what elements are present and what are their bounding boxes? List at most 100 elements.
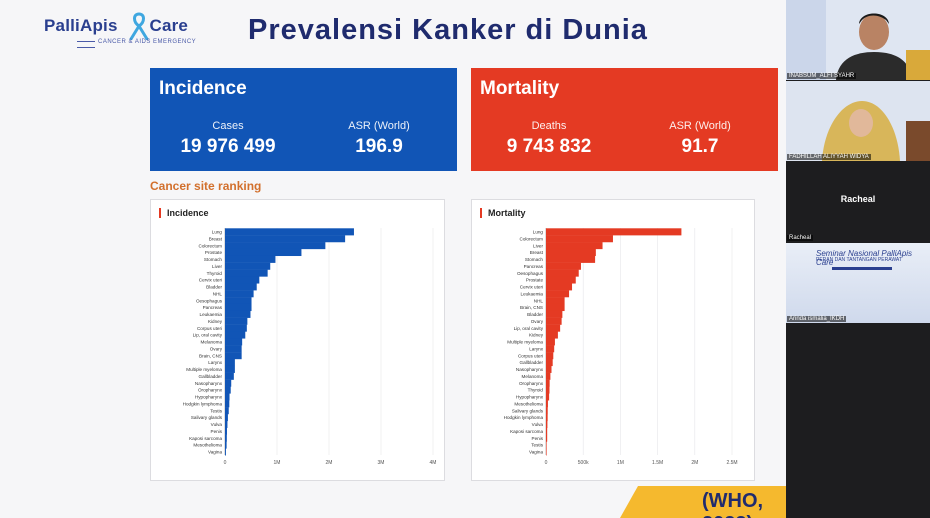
category-label: Leukaemia (200, 312, 223, 317)
bar (225, 242, 326, 250)
bar (546, 262, 581, 270)
participant-video-1 (786, 0, 930, 80)
bar (225, 427, 227, 435)
category-label: Multiple myeloma (186, 367, 222, 372)
awareness-ribbon-icon (129, 12, 149, 40)
bar (546, 276, 576, 284)
mortality-deaths-stat: Deaths 9 743 832 (474, 120, 624, 158)
bar (546, 386, 550, 394)
participant-name-4: Arinda ismalia_IKDH (787, 316, 847, 322)
slide-title: Prevalensi Kanker di Dunia (248, 14, 648, 46)
x-tick-label: 0 (224, 460, 227, 466)
mortality-asr-value: 91.7 (681, 136, 719, 157)
category-label: Testis (210, 408, 222, 413)
bar (225, 441, 227, 449)
bar (546, 324, 561, 332)
bar (225, 372, 234, 380)
category-label: Gallbladder (199, 374, 223, 379)
category-label: Prostate (205, 250, 223, 255)
category-label: Larynx (208, 360, 222, 365)
category-label: NHL (534, 298, 544, 303)
bar (225, 400, 230, 408)
participant-panel: INABSUM_ALFI SYAHR FADHILLAH ALIYYAH WID… (786, 0, 930, 518)
category-label: Colorectum (199, 243, 223, 248)
participant-tile-2[interactable]: FADHILLAH ALIYYAH WIDYA (786, 81, 930, 161)
bar (225, 345, 242, 353)
category-label: Ovary (531, 319, 544, 324)
x-tick-label: 4M (430, 460, 437, 466)
category-label: Hodgkin lymphoma (504, 415, 544, 420)
bar (546, 338, 555, 346)
mortality-summary-card: Mortality Deaths 9 743 832 ASR (World) 9… (471, 68, 778, 171)
bar (546, 331, 558, 339)
x-tick-label: 1.5M (652, 460, 663, 466)
palliapis-logo: PalliApis Care CANCER & AIDS EMERGENCY (44, 10, 204, 52)
category-label: Kaposi sarcoma (510, 429, 543, 434)
category-label: Multiple myeloma (507, 340, 543, 345)
bar (225, 276, 260, 284)
category-label: Thyroid (528, 388, 544, 393)
category-label: Mesothelioma (514, 401, 543, 406)
category-label: Vulva (211, 422, 223, 427)
bar (225, 407, 229, 415)
bar (546, 407, 548, 415)
category-label: Penis (532, 436, 544, 441)
category-label: Breast (209, 236, 223, 241)
bar (546, 352, 554, 360)
cases-value: 19 976 499 (180, 136, 276, 157)
bar (225, 379, 232, 387)
category-label: Penis (211, 429, 223, 434)
bar (225, 414, 228, 422)
bar (225, 235, 346, 243)
category-label: Corpus uteri (197, 326, 222, 331)
bar (225, 331, 246, 339)
presentation-slide: PalliApis Care CANCER & AIDS EMERGENCY P… (0, 0, 786, 518)
bar (546, 297, 565, 305)
bar (546, 228, 682, 236)
bar (546, 365, 552, 373)
bar (546, 427, 548, 435)
category-label: Hypopharynx (195, 395, 223, 400)
category-label: Lung (533, 230, 544, 235)
shared-slide-line-2: PERAN DAN TANTANGAN PERAWAT (816, 257, 902, 263)
logo-word-2: Care (149, 16, 189, 35)
participant-tile-4[interactable]: Seminar Nasional PalliApis Care PERAN DA… (786, 243, 930, 323)
logo-word-1: PalliApis (44, 16, 118, 35)
category-label: Colorectum (520, 236, 544, 241)
bar (225, 338, 243, 346)
participant-tile-1[interactable]: INABSUM_ALFI SYAHR (786, 0, 930, 80)
bar (225, 358, 235, 367)
bar (225, 352, 242, 360)
x-tick-label: 500k (578, 460, 589, 466)
bar (546, 379, 550, 387)
category-label: Pancreas (203, 305, 223, 310)
shared-slide-line-1: Seminar Nasional PalliApis Care (816, 249, 913, 267)
source-citation: (WHO, 2022) (702, 490, 764, 518)
bar (225, 386, 231, 394)
category-label: Ovary (210, 346, 223, 351)
bar (546, 345, 555, 353)
source-banner (620, 486, 786, 518)
x-tick-label: 2M (326, 460, 333, 466)
bar (546, 372, 551, 380)
category-label: Brain, CNS (520, 305, 543, 310)
category-label: Thyroid (207, 271, 223, 276)
bar (546, 400, 548, 408)
category-label: Corpus uteri (518, 353, 543, 358)
category-label: Vulva (532, 422, 544, 427)
incidence-cases-stat: Cases 19 976 499 (153, 120, 303, 158)
category-label: Larynx (529, 346, 543, 351)
bar (225, 297, 252, 305)
category-label: Lip, oral cavity (514, 326, 544, 331)
category-label: Melanoma (522, 374, 544, 379)
participant-tile-3[interactable]: Racheal Racheal (786, 162, 930, 242)
participant-caption-3: Racheal (840, 194, 876, 204)
incidence-asr-stat: ASR (World) 196.9 (304, 120, 454, 158)
x-tick-label: 3M (378, 460, 385, 466)
category-label: Oesophagus (196, 298, 223, 303)
category-label: NHL (213, 291, 223, 296)
bar (225, 420, 228, 428)
cancer-site-ranking-label: Cancer site ranking (150, 179, 262, 193)
